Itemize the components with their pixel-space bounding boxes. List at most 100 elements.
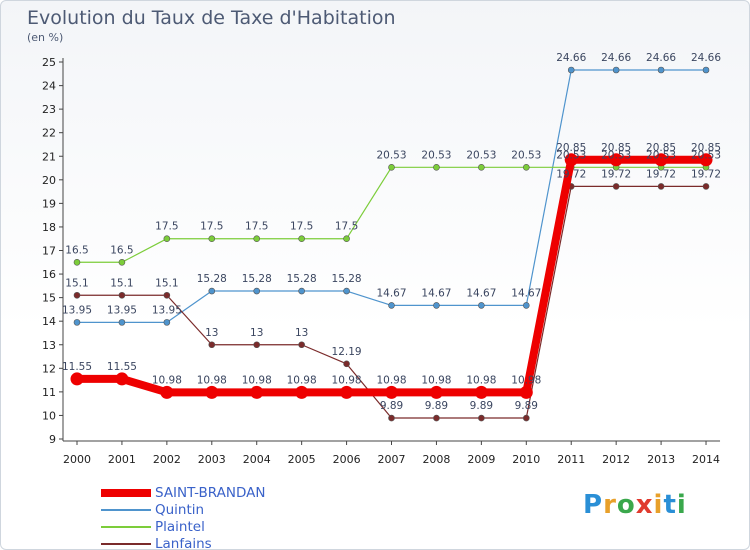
- data-point: [657, 66, 665, 74]
- data-label: 20.53: [601, 149, 631, 161]
- data-point: [702, 66, 710, 74]
- legend-label: Lanfains: [155, 536, 212, 550]
- data-label: 12.19: [332, 346, 362, 358]
- data-point: [73, 258, 81, 266]
- data-point: [522, 414, 530, 422]
- data-label: 20.53: [421, 149, 451, 161]
- data-label: 24.66: [691, 52, 721, 64]
- data-label: 14.67: [376, 287, 406, 299]
- data-label: 17.5: [155, 221, 178, 233]
- data-point: [295, 385, 309, 399]
- data-label: 14.67: [511, 287, 541, 299]
- data-point: [657, 183, 665, 190]
- data-point: [433, 414, 440, 422]
- data-label: 9.89: [470, 400, 493, 412]
- data-point: [429, 385, 443, 399]
- y-tick-label: 16: [42, 268, 56, 281]
- data-label: 15.28: [332, 273, 362, 285]
- data-label: 15.28: [287, 273, 317, 285]
- y-tick-label: 10: [42, 409, 56, 422]
- legend-label: SAINT-BRANDAN: [155, 485, 266, 501]
- x-tick-label: 2004: [243, 453, 271, 466]
- data-point: [205, 385, 219, 399]
- series-layer: [70, 66, 713, 422]
- series-line: [77, 155, 707, 397]
- y-tick-label: 18: [42, 221, 56, 234]
- data-point: [478, 302, 485, 309]
- y-tick-label: 24: [42, 80, 56, 93]
- series-line: [77, 166, 707, 263]
- data-point: [253, 341, 261, 349]
- data-label: 20.85: [601, 142, 631, 154]
- data-point: [612, 66, 620, 74]
- x-tick-label: 2006: [333, 453, 361, 466]
- x-tick-label: 2011: [557, 453, 585, 466]
- data-point: [388, 414, 395, 422]
- data-label: 10.98: [287, 374, 317, 386]
- data-label: 13.95: [152, 304, 182, 316]
- data-label: 20.85: [691, 142, 721, 154]
- data-point: [163, 235, 171, 243]
- data-point: [118, 291, 126, 299]
- x-tick-label: 2012: [602, 453, 630, 466]
- data-label: 10.98: [421, 374, 451, 386]
- legend-label: Quintin: [155, 502, 205, 518]
- data-label: 20.53: [691, 149, 721, 161]
- data-label: 19.72: [691, 168, 721, 180]
- y-tick-label: 17: [42, 245, 56, 258]
- data-point: [160, 385, 174, 399]
- data-label: 17.5: [245, 221, 268, 233]
- data-point: [433, 164, 440, 171]
- data-point: [163, 319, 171, 326]
- data-label: 13.95: [107, 304, 137, 316]
- data-point: [343, 287, 350, 295]
- data-label: 15.1: [155, 277, 178, 289]
- data-label: 13.95: [62, 304, 92, 316]
- data-point: [208, 341, 216, 349]
- y-tick-label: 23: [42, 103, 56, 116]
- data-label: 20.85: [646, 142, 676, 154]
- y-tick-label: 11: [42, 386, 56, 399]
- data-label: 17.5: [335, 221, 358, 233]
- data-label: 16.5: [110, 244, 133, 256]
- data-label: 14.67: [421, 287, 451, 299]
- data-label: 11.55: [62, 361, 92, 373]
- data-label: 19.72: [556, 168, 586, 180]
- data-point: [118, 258, 126, 266]
- data-point: [388, 164, 395, 171]
- y-tick-label: 15: [42, 292, 56, 305]
- x-tick-label: 2003: [198, 453, 226, 466]
- legend-swatch: [101, 543, 151, 545]
- data-point: [343, 235, 350, 243]
- data-label: 19.72: [646, 168, 676, 180]
- data-label: 9.89: [425, 400, 448, 412]
- data-label: 20.53: [511, 149, 541, 161]
- data-point: [702, 183, 710, 190]
- data-label: 10.98: [376, 374, 406, 386]
- y-tick-label: 25: [42, 56, 56, 69]
- data-point: [388, 302, 395, 309]
- data-label: 20.53: [646, 149, 676, 161]
- data-label: 20.85: [556, 142, 586, 154]
- data-point: [298, 341, 305, 349]
- data-labels: 13.95 13.95 13.95 15.28 15.28 15.28 15.28 14.67…: [62, 52, 721, 412]
- data-point: [474, 385, 488, 399]
- data-point: [118, 319, 126, 326]
- y-tick-label: 21: [42, 150, 56, 163]
- data-point: [298, 287, 305, 295]
- data-label: 9.89: [515, 400, 538, 412]
- data-point: [343, 360, 350, 368]
- data-label: 10.98: [197, 374, 227, 386]
- data-label: 10.98: [152, 374, 182, 386]
- data-label: 19.72: [601, 168, 631, 180]
- chart-unit: (en %): [27, 31, 64, 44]
- data-point: [519, 385, 533, 399]
- data-label: 15.28: [197, 273, 227, 285]
- y-tick-label: 13: [42, 339, 56, 352]
- y-tick-label: 22: [42, 127, 56, 140]
- data-point: [298, 235, 305, 243]
- series-saint-brandan: [70, 153, 713, 399]
- data-label: 13: [250, 327, 263, 339]
- data-point: [522, 302, 530, 309]
